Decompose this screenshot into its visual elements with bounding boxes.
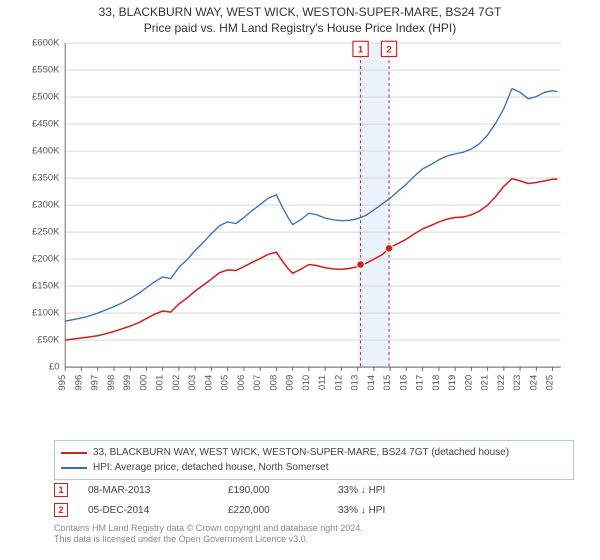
svg-text:£400K: £400K xyxy=(32,146,60,157)
legend-text-hpi: HPI: Average price, detached house, Nort… xyxy=(93,460,329,475)
price-chart: £0 £50K £100K £150K £200K £250K £300K £350K £400… xyxy=(10,26,574,390)
svg-text:£300K: £300K xyxy=(32,200,60,211)
svg-text:£550K: £550K xyxy=(32,65,60,76)
svg-text:2012: 2012 xyxy=(333,375,344,390)
svg-text:2023: 2023 xyxy=(512,375,523,390)
svg-text:1996: 1996 xyxy=(73,375,84,390)
svg-text:2007: 2007 xyxy=(252,375,263,390)
svg-text:£50K: £50K xyxy=(37,335,60,346)
svg-text:£250K: £250K xyxy=(32,227,60,238)
svg-text:2017: 2017 xyxy=(415,375,426,390)
legend-row-property: 33, BLACKBURN WAY, WEST WICK, WESTON-SUP… xyxy=(61,445,567,460)
svg-text:2008: 2008 xyxy=(268,375,279,390)
transaction-table: 1 08-MAR-2013 £190,000 33% ↓ HPI 2 05-DE… xyxy=(54,480,574,520)
svg-text:2003: 2003 xyxy=(187,375,198,390)
svg-text:£500K: £500K xyxy=(32,92,60,103)
svg-text:1995: 1995 xyxy=(57,375,68,390)
chart-area: £0£50K£100K£150K£200K£250K£300K£350K£400… xyxy=(54,44,574,408)
svg-text:2: 2 xyxy=(386,45,391,56)
svg-text:2011: 2011 xyxy=(317,375,328,390)
svg-text:2004: 2004 xyxy=(203,374,214,390)
svg-text:2024: 2024 xyxy=(528,374,539,390)
svg-text:£200K: £200K xyxy=(32,254,60,265)
svg-text:2000: 2000 xyxy=(138,375,149,390)
svg-text:2025: 2025 xyxy=(545,375,556,390)
svg-text:2013: 2013 xyxy=(350,375,361,390)
svg-text:2016: 2016 xyxy=(398,375,409,390)
transaction-price: £190,000 xyxy=(228,485,318,496)
svg-text:2001: 2001 xyxy=(155,375,166,390)
svg-text:2018: 2018 xyxy=(431,375,442,390)
svg-text:2009: 2009 xyxy=(285,375,296,390)
transaction-date: 08-MAR-2013 xyxy=(88,485,208,496)
svg-text:£350K: £350K xyxy=(32,173,60,184)
title-line-1: 33, BLACKBURN WAY, WEST WICK, WESTON-SUP… xyxy=(0,4,600,20)
svg-text:2010: 2010 xyxy=(301,375,312,390)
legend-swatch-hpi xyxy=(61,467,87,469)
transaction-price: £220,000 xyxy=(228,505,318,516)
transaction-row: 2 05-DEC-2014 £220,000 33% ↓ HPI xyxy=(54,500,574,520)
svg-text:2006: 2006 xyxy=(236,375,247,390)
svg-text:2021: 2021 xyxy=(480,375,491,390)
svg-text:1: 1 xyxy=(358,45,364,56)
svg-text:2015: 2015 xyxy=(382,375,393,390)
svg-text:2005: 2005 xyxy=(220,375,231,390)
legend-swatch-property xyxy=(61,452,87,454)
transaction-marker-2: 2 xyxy=(54,503,68,517)
svg-text:£100K: £100K xyxy=(32,308,60,319)
transaction-pct: 33% ↓ HPI xyxy=(338,485,458,496)
svg-text:2022: 2022 xyxy=(496,375,507,390)
transaction-marker-1: 1 xyxy=(54,483,68,497)
legend-text-property: 33, BLACKBURN WAY, WEST WICK, WESTON-SUP… xyxy=(93,445,509,460)
legend-box: 33, BLACKBURN WAY, WEST WICK, WESTON-SUP… xyxy=(54,440,574,480)
license-text: Contains HM Land Registry data © Crown c… xyxy=(54,523,574,546)
license-line-1: Contains HM Land Registry data © Crown c… xyxy=(54,523,574,534)
svg-text:2020: 2020 xyxy=(463,375,474,390)
transaction-date: 05-DEC-2014 xyxy=(88,505,208,516)
svg-text:£600K: £600K xyxy=(32,38,60,49)
svg-text:2014: 2014 xyxy=(366,374,377,390)
svg-text:1999: 1999 xyxy=(122,375,133,390)
svg-text:£0: £0 xyxy=(49,362,60,373)
license-line-2: This data is licensed under the Open Gov… xyxy=(54,534,574,545)
svg-text:2002: 2002 xyxy=(171,375,182,390)
transaction-pct: 33% ↓ HPI xyxy=(338,505,458,516)
svg-text:£450K: £450K xyxy=(32,119,60,130)
svg-text:2019: 2019 xyxy=(447,375,458,390)
transaction-row: 1 08-MAR-2013 £190,000 33% ↓ HPI xyxy=(54,480,574,500)
legend-row-hpi: HPI: Average price, detached house, Nort… xyxy=(61,460,567,475)
svg-text:1997: 1997 xyxy=(90,375,101,390)
svg-text:£150K: £150K xyxy=(32,281,60,292)
svg-text:1998: 1998 xyxy=(106,375,117,390)
